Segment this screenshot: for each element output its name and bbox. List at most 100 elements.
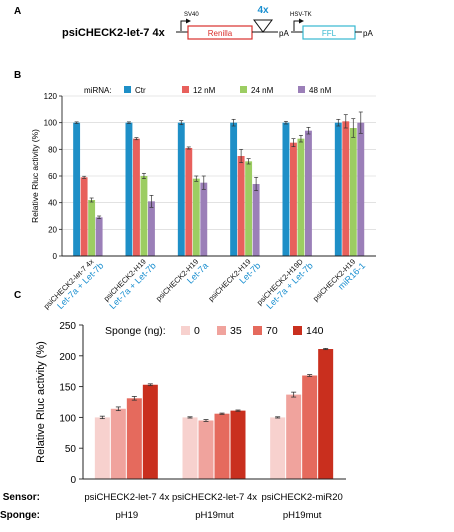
polya1-label: pA <box>279 29 289 38</box>
hsvtk-arrowhead <box>299 18 304 24</box>
panel-b-letter: B <box>14 70 21 81</box>
panel-b-y-tick-label: 100 <box>44 119 58 128</box>
panel-b-legend-swatch <box>182 86 189 93</box>
panel-b-legend-swatch <box>298 86 305 93</box>
panel-b-bar <box>133 138 140 256</box>
panel-b-bar <box>282 122 290 257</box>
gene1-label: Renilla <box>208 29 233 38</box>
panel-c-bar <box>230 410 246 479</box>
panel-c-legend-swatch <box>181 326 190 335</box>
insert-label: 4x <box>257 5 269 16</box>
sv40-promoter-arrow <box>180 20 186 31</box>
panel-b-legend-label: Ctr <box>135 86 146 95</box>
panel-b-bar <box>192 178 200 256</box>
panel-c-y-ticks: 0 50 100 150 200 250 <box>59 321 83 486</box>
panel-c-letter: C <box>14 290 21 301</box>
panel-b-bar <box>200 182 208 256</box>
panel-c-bars <box>94 349 334 479</box>
panel-c-y-tick-label: 250 <box>59 321 76 332</box>
panel-b-bar <box>334 122 342 257</box>
panel-b-error-bars <box>74 111 363 220</box>
panel-b-legend-title: miRNA: <box>84 86 112 95</box>
panel-c-y-axis-label: Relative Rluc activity (%) <box>35 341 47 463</box>
panel-b-bar <box>148 201 155 256</box>
panel-b-bar <box>305 130 312 256</box>
panel-c-y-tick-label: 150 <box>59 383 76 394</box>
panel-b-bar <box>237 156 245 256</box>
sv40-arrowhead <box>186 18 191 24</box>
panel-b-bar <box>80 177 88 256</box>
panel-b-bar <box>185 148 193 256</box>
panel-c-bar <box>302 375 318 479</box>
panel-c-x-label-sensor: psiCHECK2-let-7 4x <box>172 492 257 503</box>
panel-b-bar <box>73 122 81 257</box>
panel-b-legend-label: 12 nM <box>193 86 216 95</box>
panel-b-y-tick-label: 120 <box>44 92 58 101</box>
construct-name: psiCHECK2-let-7 4x <box>62 27 166 39</box>
panel-b-bar <box>342 121 350 256</box>
panel-c-legend-swatch <box>293 326 302 335</box>
panel-b-bar <box>297 138 305 256</box>
panel-c-x-label-sponge: pH19mut <box>195 510 234 521</box>
panel-b-bar <box>88 200 96 256</box>
panel-b-legend-label: 48 nM <box>309 86 332 95</box>
panel-c-y-tick-label: 50 <box>65 444 77 455</box>
panel-b-legend-swatch <box>124 86 131 93</box>
panel-c-bar <box>142 384 158 479</box>
panel-c-legend-label: 0 <box>194 325 200 337</box>
panel-c-error-bars <box>99 348 329 422</box>
gene2-label: FFL <box>322 29 337 38</box>
promoter2-label: HSV-TK <box>290 12 312 18</box>
panel-b-y-tick-label: 80 <box>48 145 57 154</box>
panel-c-bar <box>182 417 198 479</box>
polya2-label: pA <box>363 29 373 38</box>
panel-c-bar <box>286 394 302 479</box>
panel-c-bar <box>318 349 334 479</box>
panel-b-legend: Ctr 12 nM 24 nM 48 nM <box>124 86 332 95</box>
panel-b-y-tick-label: 20 <box>48 225 57 234</box>
panel-a-letter: A <box>14 6 21 17</box>
panel-c-legend-label: 140 <box>306 325 324 337</box>
panel-b-bar <box>95 217 103 256</box>
panel-a: A psiCHECK2-let-7 4x SV40 Renilla 4x pA … <box>14 5 373 40</box>
panel-b-legend-label: 24 nM <box>251 86 274 95</box>
panel-b-bar <box>140 176 148 256</box>
panel-b-legend-swatch <box>240 86 247 93</box>
panel-c-axes <box>82 325 346 480</box>
insert-triangle <box>253 19 273 33</box>
panel-b-y-axis-label: Relative Rluc activity (%) <box>30 129 40 223</box>
panel-b-bar <box>290 142 297 256</box>
panel-c-x-label-sensor: psiCHECK2-miR20 <box>262 492 343 503</box>
panel-c-bar <box>110 408 126 479</box>
panel-c-legend-title: Sponge (ng): <box>105 325 166 337</box>
panel-b-bar <box>230 122 238 257</box>
panel-b-gridlines <box>62 95 376 230</box>
panel-b-bars <box>73 121 365 257</box>
panel-c-legend-swatch <box>253 326 262 335</box>
panel-c-bar <box>214 413 230 479</box>
panel-b-bar <box>252 184 260 256</box>
sponge-row-label: Sponge: <box>0 510 40 521</box>
panel-b-y-tick-label: 40 <box>48 199 57 208</box>
panel-c-bar <box>198 420 214 479</box>
panel-b-y-ticks: 0 20 40 60 80 100 120 <box>44 92 62 261</box>
panel-c-bar <box>270 417 286 479</box>
panel-c: C Sponge (ng): 0 35 70 140 050100150200250 … <box>0 290 346 521</box>
panel-c-y-tick-label: 100 <box>59 413 76 424</box>
panel-c-y-tick-label: 200 <box>59 352 76 363</box>
panel-b-y-tick-label: 60 <box>48 172 57 181</box>
sensor-row-label: Sensor: <box>3 492 40 503</box>
panel-c-legend-label: 70 <box>266 325 278 337</box>
panel-c-legend: 0 35 70 140 <box>181 325 324 337</box>
panel-c-legend-label: 35 <box>230 325 242 337</box>
panel-c-x-label-sensor: psiCHECK2-let-7 4x <box>84 492 169 503</box>
panel-b-bar <box>177 122 185 257</box>
panel-b-bar <box>245 161 253 256</box>
panel-c-bar <box>126 398 142 479</box>
